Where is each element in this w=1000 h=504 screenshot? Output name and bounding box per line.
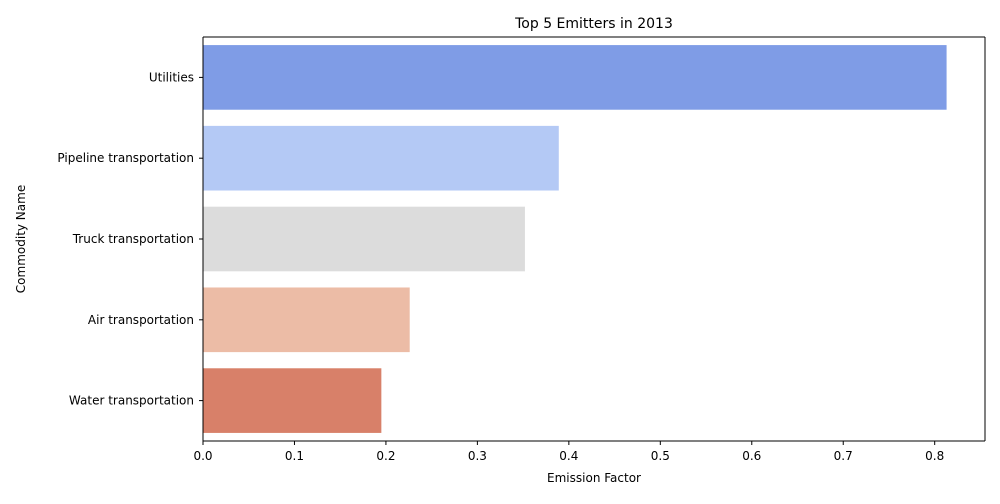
y-tick-label-water-transportation: Water transportation (69, 394, 194, 408)
y-tick-label-truck-transportation: Truck transportation (72, 232, 194, 246)
y-tick-label-air-transportation: Air transportation (88, 313, 194, 327)
chart-title: Top 5 Emitters in 2013 (514, 16, 673, 32)
bar-utilities (203, 45, 947, 110)
bar-water-transportation (203, 368, 382, 433)
x-tick-label: 0.0 (193, 449, 212, 463)
x-tick-label: 0.4 (559, 449, 578, 463)
y-tick-label-utilities: Utilities (149, 70, 194, 84)
bar-air-transportation (203, 287, 410, 353)
x-axis-label: Emission Factor (547, 471, 641, 485)
y-tick-label-pipeline-transportation: Pipeline transportation (57, 151, 194, 165)
y-axis-ticks: Utilities Pipeline transportation Truck tr… (57, 70, 203, 408)
axis-spines (202, 36, 986, 442)
x-tick-label: 0.2 (376, 449, 395, 463)
x-tick-label: 0.7 (834, 449, 853, 463)
plot-area (203, 45, 947, 433)
x-tick-label: 0.1 (285, 449, 304, 463)
x-tick-label: 0.8 (925, 449, 944, 463)
y-axis-label: Commodity Name (14, 185, 28, 293)
bar-truck-transportation (203, 206, 525, 272)
bar-pipeline-transportation (203, 125, 559, 191)
x-axis-ticks: 0.0 0.1 0.2 0.3 0.4 0.5 0.6 0.7 0.8 (193, 441, 944, 463)
x-tick-label: 0.5 (651, 449, 670, 463)
x-tick-label: 0.3 (468, 449, 487, 463)
x-tick-label: 0.6 (742, 449, 761, 463)
